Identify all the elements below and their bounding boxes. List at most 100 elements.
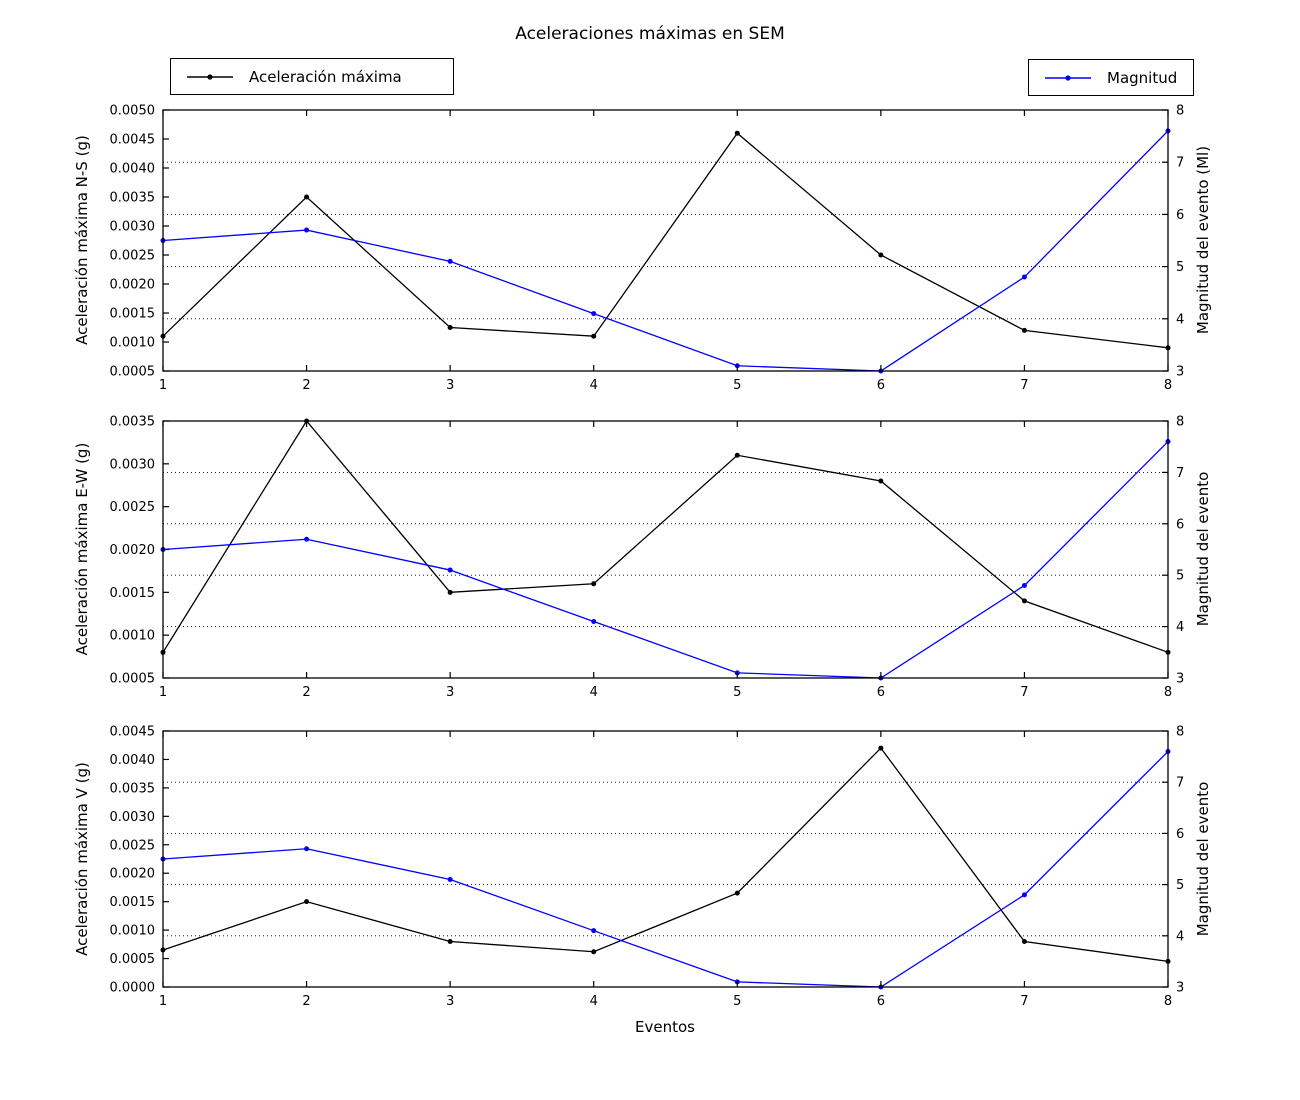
y-tick-label-left: 0.0025 (110, 249, 156, 264)
x-tick-label: 5 (733, 994, 741, 1009)
y-tick-label-left: 0.0045 (110, 725, 156, 740)
series-line-aceleracion (162, 132, 1169, 349)
data-point-magnitud (591, 311, 597, 317)
data-point-magnitud (447, 876, 453, 882)
data-point-aceleracion (304, 194, 310, 200)
chart-title: Aceleraciones máximas en SEM (515, 24, 785, 44)
x-tick-label: 1 (159, 685, 167, 700)
y-tick-label-right: 8 (1176, 104, 1184, 119)
x-tick-label: 5 (733, 378, 741, 393)
y-tick-label-left: 0.0035 (110, 781, 156, 796)
data-point-aceleracion (1021, 598, 1027, 604)
y-tick-label-right: 4 (1176, 312, 1184, 327)
data-point-aceleracion (304, 899, 310, 905)
ylabel-ns-left: Aceleración máxima N-S (g) (73, 135, 91, 345)
subplot-ns: 0.0005 0.0010 0.0015 0.0020 0.0025 0.0030 0.00… (110, 104, 1185, 394)
data-point-aceleracion (591, 581, 597, 587)
x-tick-label: 2 (302, 994, 310, 1009)
data-point-magnitud (1021, 274, 1027, 280)
y-tick-label-left: 0.0020 (110, 278, 156, 293)
x-tick-label: 1 (159, 994, 167, 1009)
ylabel-v-left: Aceleración máxima V (g) (73, 762, 91, 956)
data-point-aceleracion (447, 325, 453, 330)
y-tick-label-left: 0.0025 (110, 500, 156, 515)
data-point-magnitud (304, 227, 310, 233)
y-tick-label-left: 0.0015 (110, 895, 156, 910)
y-tick-label-right: 5 (1176, 878, 1184, 893)
y-tick-label-right: 3 (1176, 672, 1184, 687)
y-tick-label-left: 0.0005 (110, 952, 156, 967)
series-line-aceleracion (162, 747, 1169, 963)
x-tick-label: 1 (159, 378, 167, 393)
x-tick-label: 4 (590, 994, 598, 1009)
series-line-magnitud (162, 441, 1169, 679)
y-tick-label-right: 7 (1176, 466, 1184, 481)
data-point-aceleracion (878, 745, 884, 751)
ylabel-ns-right: Magnitud del evento (Ml) (1194, 145, 1212, 335)
data-point-magnitud (1021, 582, 1027, 588)
y-tick-label-right: 6 (1176, 208, 1184, 223)
x-tick-label: 2 (302, 378, 310, 393)
data-point-magnitud (1021, 892, 1027, 898)
y-tick-label-left: 0.0040 (110, 753, 156, 768)
y-tick-label-right: 3 (1176, 981, 1184, 996)
x-tick-label: 8 (1164, 378, 1172, 393)
y-tick-label-left: 0.0040 (110, 162, 156, 177)
legend-acceleration-label: Aceleración máxima (249, 67, 402, 86)
y-tick-label-right: 4 (1176, 620, 1184, 635)
ylabel-ew-left: Aceleración máxima E-W (g) (73, 442, 91, 656)
y-tick-label-left: 0.0020 (110, 543, 156, 558)
legend-acceleration: Aceleración máxima (170, 58, 454, 95)
data-point-aceleracion (878, 478, 884, 484)
x-tick-label: 3 (446, 685, 454, 700)
y-tick-label-left: 0.0050 (110, 104, 156, 119)
x-tick-label: 3 (446, 994, 454, 1009)
y-tick-label-right: 5 (1176, 260, 1184, 275)
data-point-magnitud (447, 258, 453, 264)
data-point-aceleracion (878, 252, 884, 258)
x-tick-label: 6 (877, 994, 885, 1009)
x-tick-label: 8 (1164, 994, 1172, 1009)
y-tick-label-left: 0.0030 (110, 810, 156, 825)
y-tick-label-right: 7 (1176, 156, 1184, 171)
x-tick-label: 7 (1020, 378, 1028, 393)
y-tick-label-left: 0.0015 (110, 586, 156, 601)
data-point-magnitud (591, 618, 597, 624)
series-line-aceleracion (162, 419, 1169, 653)
y-tick-label-left: 0.0045 (110, 133, 156, 148)
series-line-magnitud (162, 751, 1169, 988)
data-point-aceleracion (447, 938, 453, 944)
y-tick-label-right: 6 (1176, 517, 1184, 532)
data-point-magnitud (304, 536, 310, 542)
x-tick-label: 5 (733, 685, 741, 700)
y-tick-label-right: 7 (1176, 776, 1184, 791)
y-tick-label-left: 0.0025 (110, 838, 156, 853)
ylabel-ew-right: Magnitud del evento (1194, 471, 1212, 627)
legend-magnitude-label: Magnitud (1107, 68, 1178, 87)
data-point-magnitud (447, 567, 453, 573)
y-tick-label-right: 3 (1176, 365, 1184, 380)
y-tick-label-left: 0.0010 (110, 336, 156, 351)
y-tick-label-right: 5 (1176, 569, 1184, 584)
y-tick-label-left: 0.0020 (110, 867, 156, 882)
x-tick-label: 4 (590, 378, 598, 393)
data-point-aceleracion (447, 589, 453, 595)
y-tick-label-left: 0.0000 (110, 981, 156, 996)
x-tick-label: 8 (1164, 685, 1172, 700)
plot-frame (162, 730, 1169, 988)
data-point-magnitud (304, 846, 310, 852)
subplot-v: 0.0000 0.0005 0.0010 0.0015 0.0020 0.0025 0.00… (110, 725, 1185, 1010)
data-point-aceleracion (1021, 327, 1027, 333)
x-tick-label: 2 (302, 685, 310, 700)
series-line-magnitud (162, 130, 1169, 372)
y-tick-label-left: 0.0030 (110, 220, 156, 235)
data-point-aceleracion (591, 333, 597, 339)
x-tick-label: 4 (590, 685, 598, 700)
y-tick-label-right: 4 (1176, 929, 1184, 944)
data-point-magnitud (591, 928, 597, 934)
x-tick-label: 7 (1020, 685, 1028, 700)
y-tick-label-left: 0.0035 (110, 191, 156, 206)
xlabel-eventos: Eventos (635, 1018, 695, 1036)
